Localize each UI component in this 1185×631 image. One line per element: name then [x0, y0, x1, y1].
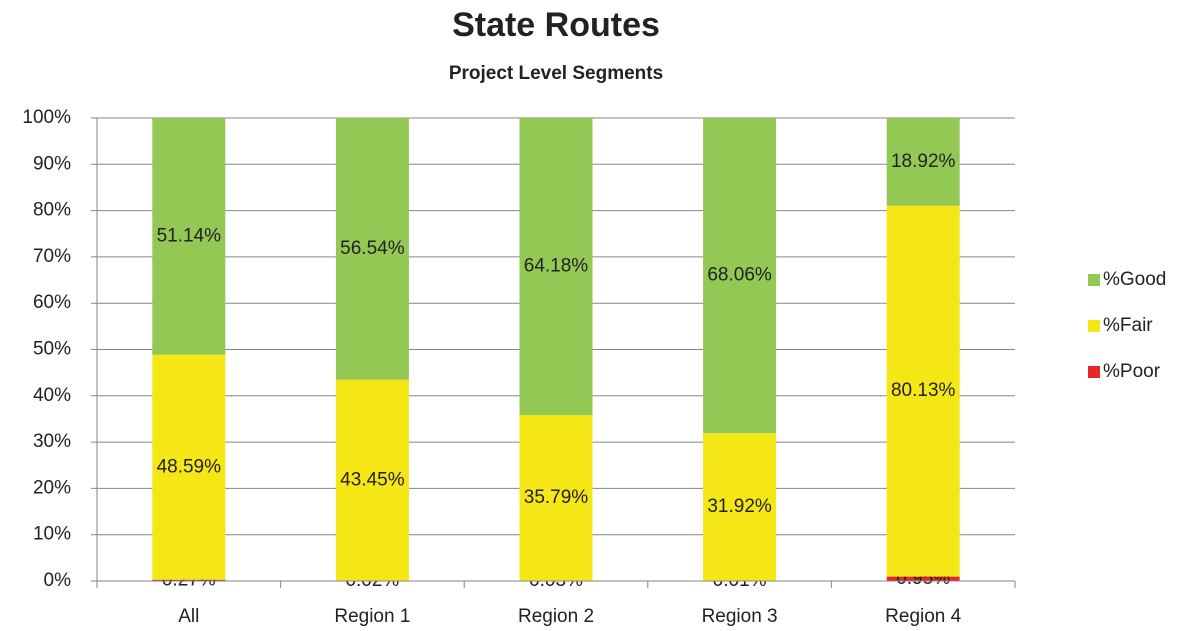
y-tick-label: 70% [33, 246, 71, 267]
bar-segment [152, 579, 226, 581]
data-label: 51.14% [157, 225, 222, 246]
bar-segment [152, 354, 226, 580]
data-label: 48.59% [157, 456, 222, 477]
data-label: 18.92% [891, 151, 956, 172]
legend-swatch [1088, 274, 1100, 286]
y-tick-label: 100% [22, 107, 71, 128]
y-tick-label: 40% [33, 385, 71, 406]
bar-segment [886, 205, 960, 577]
bar-segment [886, 118, 960, 206]
x-tick-label: All [178, 606, 199, 627]
y-tick-label: 30% [33, 431, 71, 452]
data-label: 64.18% [524, 256, 589, 277]
y-tick-label: 90% [33, 153, 71, 174]
legend-swatch [1088, 320, 1100, 332]
y-tick-label: 80% [33, 200, 71, 221]
y-tick-label: 50% [33, 339, 71, 360]
data-label: 31.92% [707, 496, 772, 517]
y-tick-label: 60% [33, 292, 71, 313]
y-tick-label: 10% [33, 524, 71, 545]
data-label: 35.79% [524, 487, 589, 508]
legend-swatch [1088, 366, 1100, 378]
y-tick-label: 0% [44, 570, 72, 591]
bar-segment [335, 379, 409, 581]
legend-label: %Poor [1103, 361, 1161, 382]
bar-segment [703, 118, 777, 434]
y-tick-label: 20% [33, 477, 71, 498]
bar-segment [886, 576, 960, 581]
bar-segment [519, 118, 593, 416]
bar-segment [519, 415, 593, 581]
data-label: 68.06% [707, 265, 772, 286]
bar-segment [335, 117, 409, 380]
data-label: 43.45% [340, 469, 405, 490]
x-tick-label: Region 2 [518, 606, 594, 627]
legend-label: %Good [1103, 269, 1166, 290]
x-tick-label: Region 1 [334, 606, 410, 627]
data-label: 80.13% [891, 380, 956, 401]
x-tick-label: Region 4 [885, 606, 961, 627]
x-tick-label: Region 3 [702, 606, 778, 627]
bar-segment [703, 433, 777, 581]
chart-subtitle: Project Level Segments [449, 63, 663, 84]
legend-label: %Fair [1103, 315, 1153, 336]
data-label: 56.54% [340, 238, 405, 259]
chart-title: State Routes [452, 6, 660, 44]
bar-segment [152, 118, 226, 355]
